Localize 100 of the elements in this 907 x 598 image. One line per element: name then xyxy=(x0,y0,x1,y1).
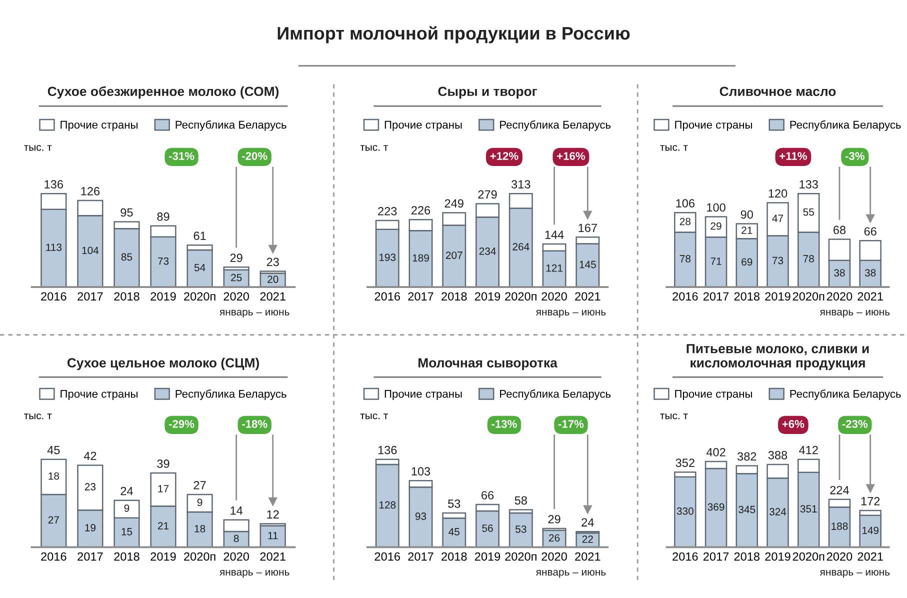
y-axis-title: тыс. т xyxy=(24,414,52,420)
x-tick-label: 2020п xyxy=(505,292,536,301)
text: январь – июнь xyxy=(820,310,890,318)
data-label: 149 xyxy=(862,526,879,534)
data-label: 19 xyxy=(85,524,96,532)
data-label: 193 xyxy=(379,254,396,262)
x-tick-label: 2017 xyxy=(703,552,729,561)
x-tick-label: 2020 xyxy=(542,552,567,561)
total-label: 90 xyxy=(740,210,753,219)
data-label: 188 xyxy=(832,522,848,530)
chart-title: Сыры и творог xyxy=(438,86,537,99)
legend-label: Прочие страны xyxy=(384,390,462,400)
x-tick-label: 2020п xyxy=(505,552,536,561)
x-tick-label: 2016 xyxy=(672,292,698,301)
x-tick-label: 2020 xyxy=(826,552,852,561)
text: +11% xyxy=(780,152,807,160)
total-label: 29 xyxy=(230,254,242,262)
x-tick-label: 2016 xyxy=(374,292,400,301)
x-tick-label: 2017 xyxy=(408,292,434,301)
data-label: 22 xyxy=(582,535,593,543)
total-label: 226 xyxy=(411,206,430,214)
data-label: 11 xyxy=(268,532,278,540)
x-tick-label: 2021 xyxy=(575,552,600,561)
data-label: 28 xyxy=(680,218,691,226)
data-label: 8 xyxy=(234,534,239,542)
data-label: 26 xyxy=(549,534,560,542)
x-tick-label: 2017 xyxy=(78,292,103,301)
text: -18% xyxy=(242,420,268,428)
legend-label: Прочие страны xyxy=(60,390,138,400)
data-label: 15 xyxy=(122,528,132,536)
total-label: 136 xyxy=(44,180,63,188)
y-axis-title: тыс. т xyxy=(660,414,688,420)
x-tick-label: 2018 xyxy=(442,552,467,561)
data-label: 73 xyxy=(158,257,169,265)
total-label: 29 xyxy=(548,514,560,524)
data-label: 104 xyxy=(82,246,99,254)
total-label: 58 xyxy=(514,496,527,505)
data-label: 56 xyxy=(482,524,493,532)
x-tick-label: 2016 xyxy=(41,552,66,561)
chart-title: Сухое цельное молоко (СЦМ) xyxy=(67,358,259,370)
total-label: 136 xyxy=(378,446,397,454)
data-label: 21 xyxy=(742,226,752,234)
data-label: 330 xyxy=(676,507,694,515)
data-label: 38 xyxy=(864,269,876,276)
x-tick-label: 2019 xyxy=(150,292,176,301)
total-label: 133 xyxy=(800,180,818,188)
total-label: 412 xyxy=(799,446,818,454)
text: -17% xyxy=(558,420,584,428)
text: +6% xyxy=(782,420,804,428)
total-label: 27 xyxy=(194,481,206,490)
chart-title: Молочная сыворотка xyxy=(418,358,558,370)
total-label: 24 xyxy=(120,486,133,496)
total-label: 120 xyxy=(768,189,788,198)
data-label: 18 xyxy=(48,472,60,480)
data-label: 17 xyxy=(158,485,169,492)
legend-label: Республика Беларусь xyxy=(500,390,611,400)
y-axis-title: тыс. т xyxy=(360,145,388,151)
total-label: 66 xyxy=(864,227,876,236)
data-label: 324 xyxy=(769,508,786,516)
x-tick-label: 2019 xyxy=(150,552,176,561)
total-label: 382 xyxy=(737,452,756,461)
total-label: 45 xyxy=(47,446,60,454)
data-label: 9 xyxy=(124,504,130,512)
text: январь – июнь xyxy=(536,570,606,578)
text: январь – июнь xyxy=(820,570,890,578)
x-tick-label: 2018 xyxy=(734,292,760,301)
data-label: 27 xyxy=(48,516,59,524)
total-label: 144 xyxy=(545,230,564,239)
data-label: 47 xyxy=(772,214,784,222)
x-tick-label: 2018 xyxy=(114,552,140,561)
text: январь – июнь xyxy=(220,570,290,578)
data-label: 369 xyxy=(708,503,724,511)
total-label: 12 xyxy=(267,510,279,519)
data-label: 73 xyxy=(772,256,784,264)
total-label: 42 xyxy=(84,452,96,460)
x-tick-label: 2020 xyxy=(826,292,852,301)
total-label: 402 xyxy=(706,448,726,456)
x-tick-label: 2019 xyxy=(765,552,790,561)
x-tick-label: 2019 xyxy=(474,292,500,301)
y-axis-title: тыс. т xyxy=(24,145,52,151)
x-tick-label: 2020п xyxy=(792,292,824,301)
data-label: 351 xyxy=(800,505,817,513)
legend-label: Республика Беларусь xyxy=(500,120,611,131)
data-label: 25 xyxy=(231,274,242,282)
legend-label: Прочие страны xyxy=(675,120,752,131)
total-label: 24 xyxy=(582,518,594,526)
text: Импорт молочной продукции в Россию xyxy=(278,26,630,44)
x-tick-label: 2016 xyxy=(672,552,698,561)
chart-title: Сухое обезжиренное молоко (СОМ) xyxy=(48,86,279,99)
data-label: 69 xyxy=(742,258,752,266)
x-tick-label: 2020п xyxy=(792,552,824,561)
total-label: 224 xyxy=(830,486,849,494)
legend-label: Прочие страны xyxy=(60,120,138,131)
total-label: 249 xyxy=(444,199,464,208)
x-tick-label: 2017 xyxy=(408,552,434,561)
total-label: 223 xyxy=(378,207,397,216)
y-axis-title: тыс. т xyxy=(360,414,388,420)
x-tick-label: 2020 xyxy=(224,292,249,301)
data-label: 45 xyxy=(448,528,460,536)
x-tick-label: 2018 xyxy=(114,292,140,301)
